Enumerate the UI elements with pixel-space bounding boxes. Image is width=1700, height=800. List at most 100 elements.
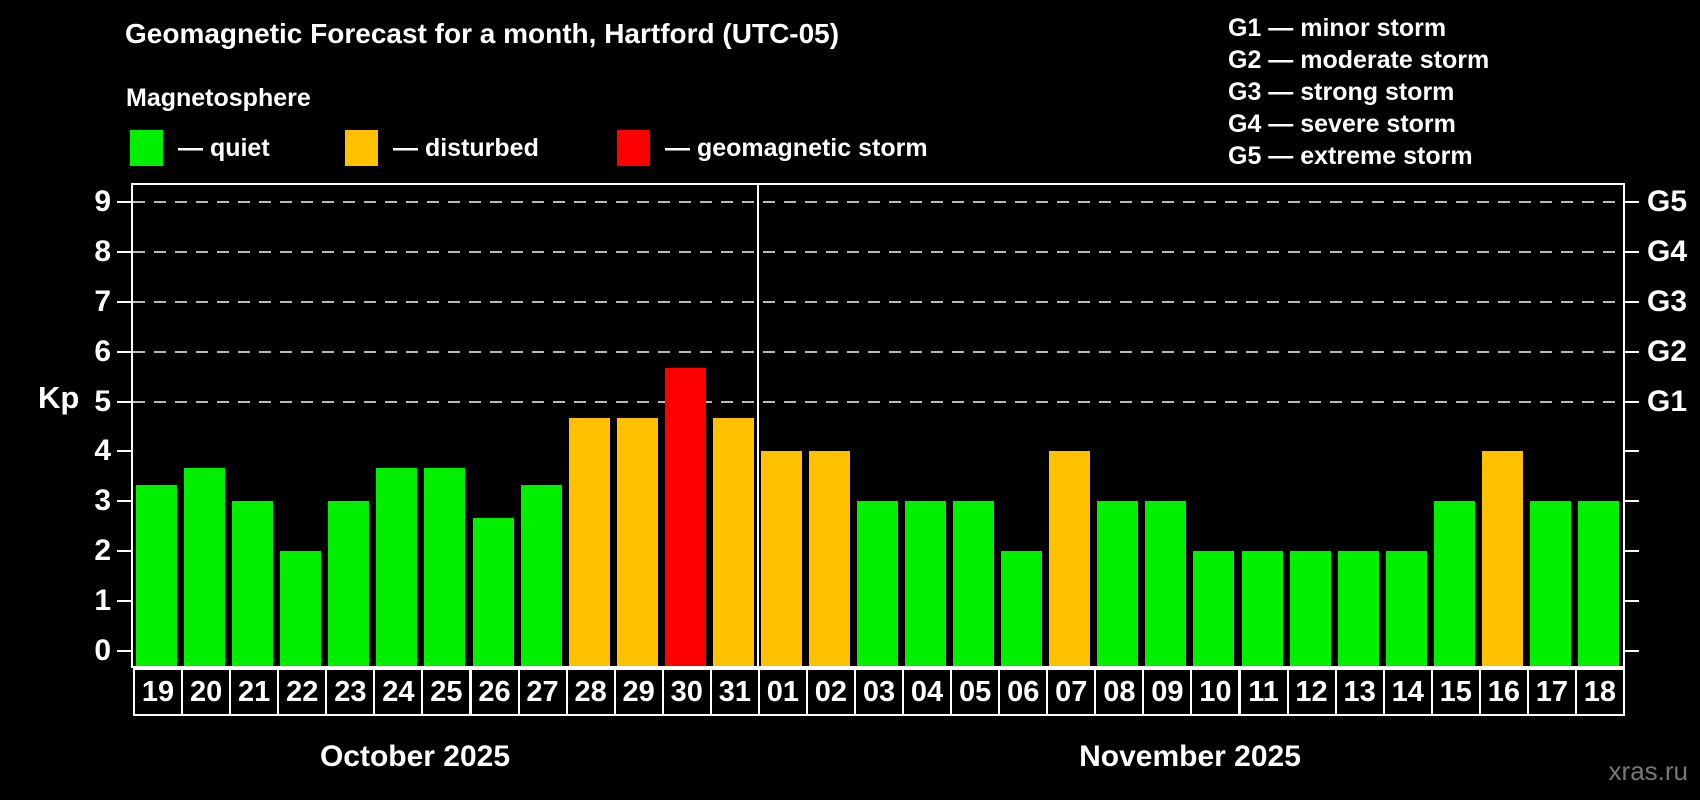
day-label-box-09: 09 xyxy=(1142,668,1193,716)
chart-title: Geomagnetic Forecast for a month, Hartfo… xyxy=(125,18,840,49)
bar-day-13 xyxy=(1337,551,1379,666)
y-tick-label-7: 7 xyxy=(94,284,111,318)
gridline-kp-7 xyxy=(133,300,1623,303)
bar-day-23 xyxy=(328,501,370,666)
day-label-box-20: 20 xyxy=(181,668,232,716)
g-scale-label-g2: G2 xyxy=(1647,334,1688,368)
y-tick-label-5: 5 xyxy=(94,384,111,418)
legend-item-quiet: — quiet xyxy=(130,128,270,168)
y-tick-left-3 xyxy=(117,500,131,503)
bar-day-28 xyxy=(568,418,610,666)
legend-label-quiet: — quiet xyxy=(178,133,270,162)
day-label-box-28: 28 xyxy=(565,668,616,716)
day-label-box-29: 29 xyxy=(613,668,664,716)
day-label-box-10: 10 xyxy=(1190,668,1241,716)
quiet-color-swatch xyxy=(130,130,163,166)
y-tick-right-5 xyxy=(1625,400,1639,403)
day-label-box-17: 17 xyxy=(1526,668,1577,716)
y-tick-left-4 xyxy=(117,450,131,453)
y-tick-right-7 xyxy=(1625,300,1639,303)
bar-day-31 xyxy=(712,418,754,666)
bar-day-17 xyxy=(1529,501,1571,666)
gridline-kp-8 xyxy=(133,250,1623,253)
day-label-box-27: 27 xyxy=(517,668,568,716)
day-label-box-31: 31 xyxy=(709,668,760,716)
y-tick-label-2: 2 xyxy=(94,534,111,568)
disturbed-color-swatch xyxy=(345,130,378,166)
bar-day-05 xyxy=(953,501,995,666)
day-label-box-22: 22 xyxy=(277,668,328,716)
subtitle-magnetosphere: Magnetosphere xyxy=(126,84,311,112)
storm-color-swatch xyxy=(617,130,650,166)
day-label-box-04: 04 xyxy=(902,668,953,716)
y-tick-left-1 xyxy=(117,600,131,603)
bar-day-27 xyxy=(520,484,562,666)
day-label-box-03: 03 xyxy=(854,668,905,716)
month-separator-line xyxy=(756,185,759,666)
y-tick-right-1 xyxy=(1625,600,1639,603)
legend-item-storm: — geomagnetic storm xyxy=(617,128,928,168)
y-tick-label-6: 6 xyxy=(94,334,111,368)
y-tick-left-6 xyxy=(117,350,131,353)
day-label-box-30: 30 xyxy=(661,668,712,716)
bar-day-07 xyxy=(1049,451,1091,666)
day-label-box-02: 02 xyxy=(805,668,856,716)
day-label-box-23: 23 xyxy=(325,668,376,716)
bar-day-21 xyxy=(232,501,274,666)
legend-label-disturbed: — disturbed xyxy=(393,133,539,162)
day-label-box-15: 15 xyxy=(1430,668,1481,716)
g-scale-label-g5: G5 xyxy=(1647,184,1688,218)
g-legend-line-g5: G5 — extreme storm xyxy=(1228,142,1473,170)
g-scale-label-g3: G3 xyxy=(1647,284,1688,318)
bar-day-10 xyxy=(1193,551,1235,666)
g-legend-line-g2: G2 — moderate storm xyxy=(1228,46,1490,74)
day-label-box-11: 11 xyxy=(1238,668,1289,716)
watermark-xras: xras.ru xyxy=(1608,756,1688,786)
y-tick-label-9: 9 xyxy=(94,184,111,218)
bar-day-12 xyxy=(1289,551,1331,666)
day-label-box-26: 26 xyxy=(469,668,520,716)
day-label-box-06: 06 xyxy=(998,668,1049,716)
bar-day-11 xyxy=(1241,551,1283,666)
bar-day-06 xyxy=(1001,551,1043,666)
y-tick-left-2 xyxy=(117,550,131,553)
bar-day-03 xyxy=(857,501,899,666)
y-tick-left-5 xyxy=(117,400,131,403)
bar-day-01 xyxy=(760,451,802,666)
month-label-october: October 2025 xyxy=(319,740,511,773)
y-tick-right-9 xyxy=(1625,200,1639,203)
kp-axis-label: Kp xyxy=(38,380,80,415)
legend-item-disturbed: — disturbed xyxy=(345,128,539,168)
y-tick-right-2 xyxy=(1625,550,1639,553)
bar-day-19 xyxy=(136,484,178,666)
y-tick-left-0 xyxy=(117,650,131,652)
bar-day-04 xyxy=(905,501,947,666)
g-scale-label-g4: G4 xyxy=(1647,234,1688,268)
g-scale-label-g1: G1 xyxy=(1647,384,1688,418)
bar-day-02 xyxy=(808,451,850,666)
day-label-box-07: 07 xyxy=(1046,668,1097,716)
bar-day-14 xyxy=(1385,551,1427,666)
day-label-box-14: 14 xyxy=(1382,668,1433,716)
day-label-box-13: 13 xyxy=(1334,668,1385,716)
y-tick-right-6 xyxy=(1625,350,1639,353)
y-tick-label-1: 1 xyxy=(94,584,111,618)
y-tick-left-7 xyxy=(117,300,131,303)
y-tick-label-0: 0 xyxy=(94,634,111,667)
bar-day-09 xyxy=(1145,501,1187,666)
day-label-box-25: 25 xyxy=(421,668,472,716)
gridline-kp-6 xyxy=(133,350,1623,353)
g-legend-line-g4: G4 — severe storm xyxy=(1228,110,1456,138)
bar-day-16 xyxy=(1481,451,1523,666)
gridline-kp-9 xyxy=(133,200,1623,203)
bar-day-29 xyxy=(616,418,658,666)
y-tick-left-8 xyxy=(117,250,131,253)
day-label-box-18: 18 xyxy=(1574,668,1625,716)
bar-day-24 xyxy=(376,467,418,666)
g-scale-legend: G1 — minor storm G2 — moderate storm G3 … xyxy=(1228,12,1489,172)
day-label-box-24: 24 xyxy=(373,668,424,716)
bar-day-20 xyxy=(184,467,226,666)
day-label-box-19: 19 xyxy=(133,668,184,716)
y-tick-left-9 xyxy=(117,200,131,203)
